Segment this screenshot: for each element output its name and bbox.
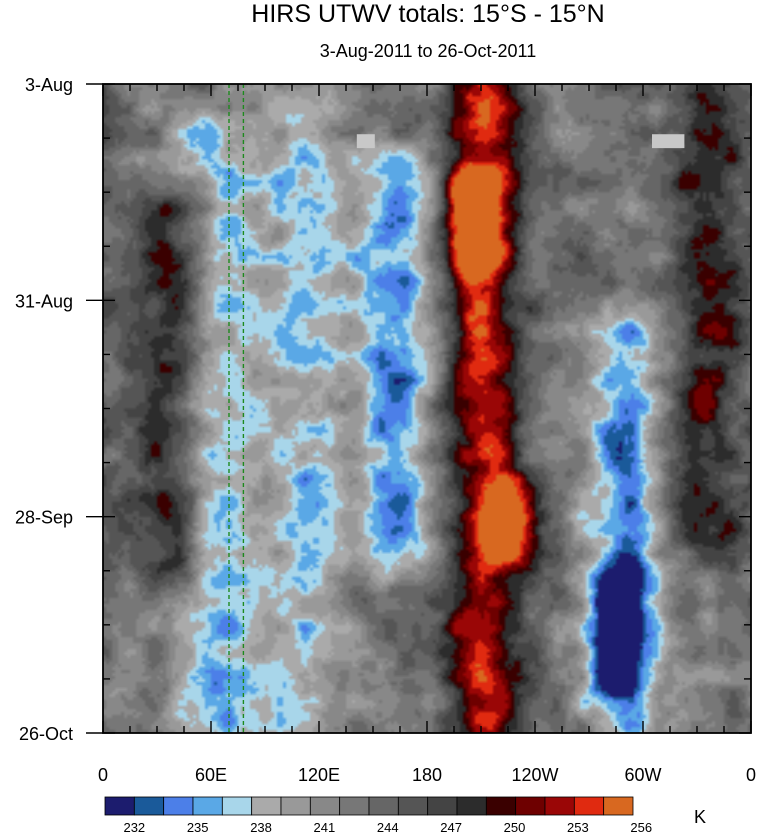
x-tick-label: 60W (624, 765, 661, 785)
x-axis-tick-labels: 0 60E 120E 180 120W 60W 0 (98, 765, 756, 785)
colorbar-swatch (515, 796, 546, 816)
chart-subtitle: 3-Aug-2011 to 26-Oct-2011 (320, 41, 536, 61)
colorbar-tick-label: 244 (377, 820, 399, 834)
x-tick-label: 120W (511, 765, 558, 785)
y-axis-ticks (86, 83, 751, 734)
y-tick-label: 26-Oct (19, 724, 73, 744)
chart-title: HIRS UTWV totals: 15°S - 15°N (251, 0, 604, 28)
colorbar-tick-label: 232 (123, 820, 145, 834)
colorbar-tick-label: 256 (630, 820, 652, 834)
colorbar-swatch (280, 796, 311, 816)
colorbar (104, 796, 634, 816)
contour-field (103, 84, 751, 733)
colorbar-tick-label: 235 (187, 820, 209, 834)
colorbar-swatch (456, 796, 487, 816)
colorbar-swatch (192, 796, 223, 816)
x-tick-label: 180 (412, 765, 442, 785)
colorbar-swatch (485, 796, 517, 816)
colorbar-swatch (603, 796, 634, 816)
colorbar-tick-label: 238 (250, 820, 272, 834)
colorbar-swatch (544, 796, 575, 816)
colorbar-tick-label: 253 (567, 820, 589, 834)
y-tick-label: 31-Aug (15, 291, 73, 311)
x-tick-label: 0 (746, 765, 756, 785)
x-axis-ticks (102, 84, 752, 733)
y-tick-label: 28-Sep (15, 508, 73, 528)
colorbar-swatch (309, 796, 341, 816)
x-tick-label: 0 (98, 765, 108, 785)
x-tick-label: 60E (195, 765, 227, 785)
colorbar-tick-labels: 232 235 238 241 244 247 250 253 256 (123, 820, 652, 834)
plot-area (102, 83, 752, 734)
colorbar-swatch (397, 796, 429, 816)
y-tick-label: 3-Aug (25, 75, 73, 95)
missing-data-box (652, 134, 685, 149)
y-axis-tick-labels: 3-Aug 31-Aug 28-Sep 26-Oct (15, 75, 73, 744)
missing-data-boxes (356, 134, 685, 149)
colorbar-swatch (104, 796, 135, 816)
missing-data-box (356, 134, 375, 149)
colorbar-swatch (133, 796, 165, 816)
colorbar-tick-label: 250 (504, 820, 526, 834)
colorbar-unit-label: K (694, 807, 706, 827)
colorbar-swatch (163, 796, 194, 816)
colorbar-swatch (339, 796, 370, 816)
colorbar-swatch (368, 796, 399, 816)
colorbar-swatch (251, 796, 282, 816)
colorbar-swatch (221, 796, 253, 816)
colorbar-swatch (427, 796, 458, 816)
colorbar-tick-label: 241 (314, 820, 336, 834)
colorbar-swatch (573, 796, 605, 816)
dashed-meridian-lines (228, 84, 245, 733)
x-tick-label: 120E (298, 765, 340, 785)
colorbar-tick-label: 247 (440, 820, 462, 834)
